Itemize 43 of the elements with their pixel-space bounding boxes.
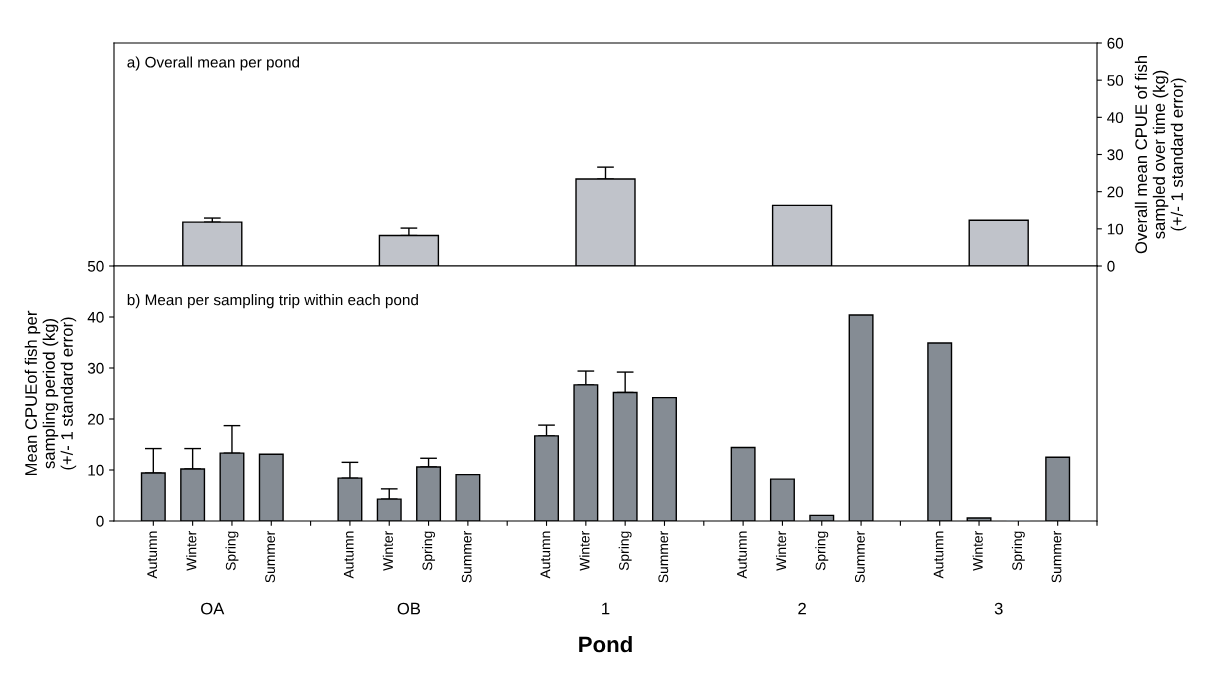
x-axis-title: Pond (579, 635, 632, 653)
y2-axis-title: Overall mean CPUE of fish sampled over time (kg) (+/- 1 standard error) (1134, 56, 1187, 254)
x-tick-label: Autumn (737, 531, 747, 579)
y2-tick-label: 0 (1107, 260, 1115, 272)
x-tick-label: Spring (225, 531, 239, 571)
category-label: 2 (798, 602, 806, 615)
y-tick-label: 10 (88, 464, 104, 476)
y-tick-label: 0 (96, 515, 104, 527)
x-tick-label: Spring (1011, 531, 1025, 571)
text: b) Mean per sampling trip within each pond (127, 294, 418, 309)
x-tick-label: Autumn (147, 531, 158, 579)
category-label: 1 (602, 602, 610, 615)
x-tick-label: Spring (815, 531, 829, 571)
x-tick-label: Winter (186, 530, 197, 571)
y2-tick-label: 60 (1107, 37, 1124, 49)
x-tick-label: Summer (461, 530, 472, 583)
x-tick-label: Autumn (933, 531, 944, 579)
x-tick-label: Winter (972, 530, 983, 571)
y-tick-label: 30 (87, 362, 104, 374)
y2-tick-label: 20 (1107, 186, 1124, 198)
y-tick-label: 20 (88, 413, 104, 425)
x-tick-label: Spring (422, 531, 436, 571)
x-tick-label: Winter (382, 530, 393, 571)
x-tick-label: Autumn (540, 531, 551, 579)
category-label: OB (397, 602, 421, 615)
x-tick-label: Autumn (343, 531, 354, 579)
x-tick-label: Summer (658, 530, 669, 583)
category-label: OA (201, 602, 225, 615)
text: a) Overall mean per pond (127, 56, 300, 71)
x-tick-label: Winter (579, 530, 590, 571)
x-tick-label: Summer (1051, 530, 1062, 583)
y-axis-title: Mean CPUEof fish per sampling period (kg) (+/- 1 standard error) (24, 310, 77, 476)
y2-tick-label: 50 (1107, 75, 1124, 86)
y2-tick-label: 30 (1107, 149, 1124, 161)
x-tick-label: Spring (618, 531, 632, 571)
y2-tick-label: 40 (1107, 112, 1124, 124)
y-tick-label: 50 (87, 260, 104, 272)
y2-tick-label: 10 (1107, 223, 1124, 235)
y-tick-label: 40 (87, 311, 104, 323)
category-label: 3 (994, 602, 1003, 615)
x-tick-label: Summer (265, 530, 276, 583)
x-tick-label: Summer (854, 530, 865, 583)
x-tick-label: Winter (775, 530, 787, 571)
